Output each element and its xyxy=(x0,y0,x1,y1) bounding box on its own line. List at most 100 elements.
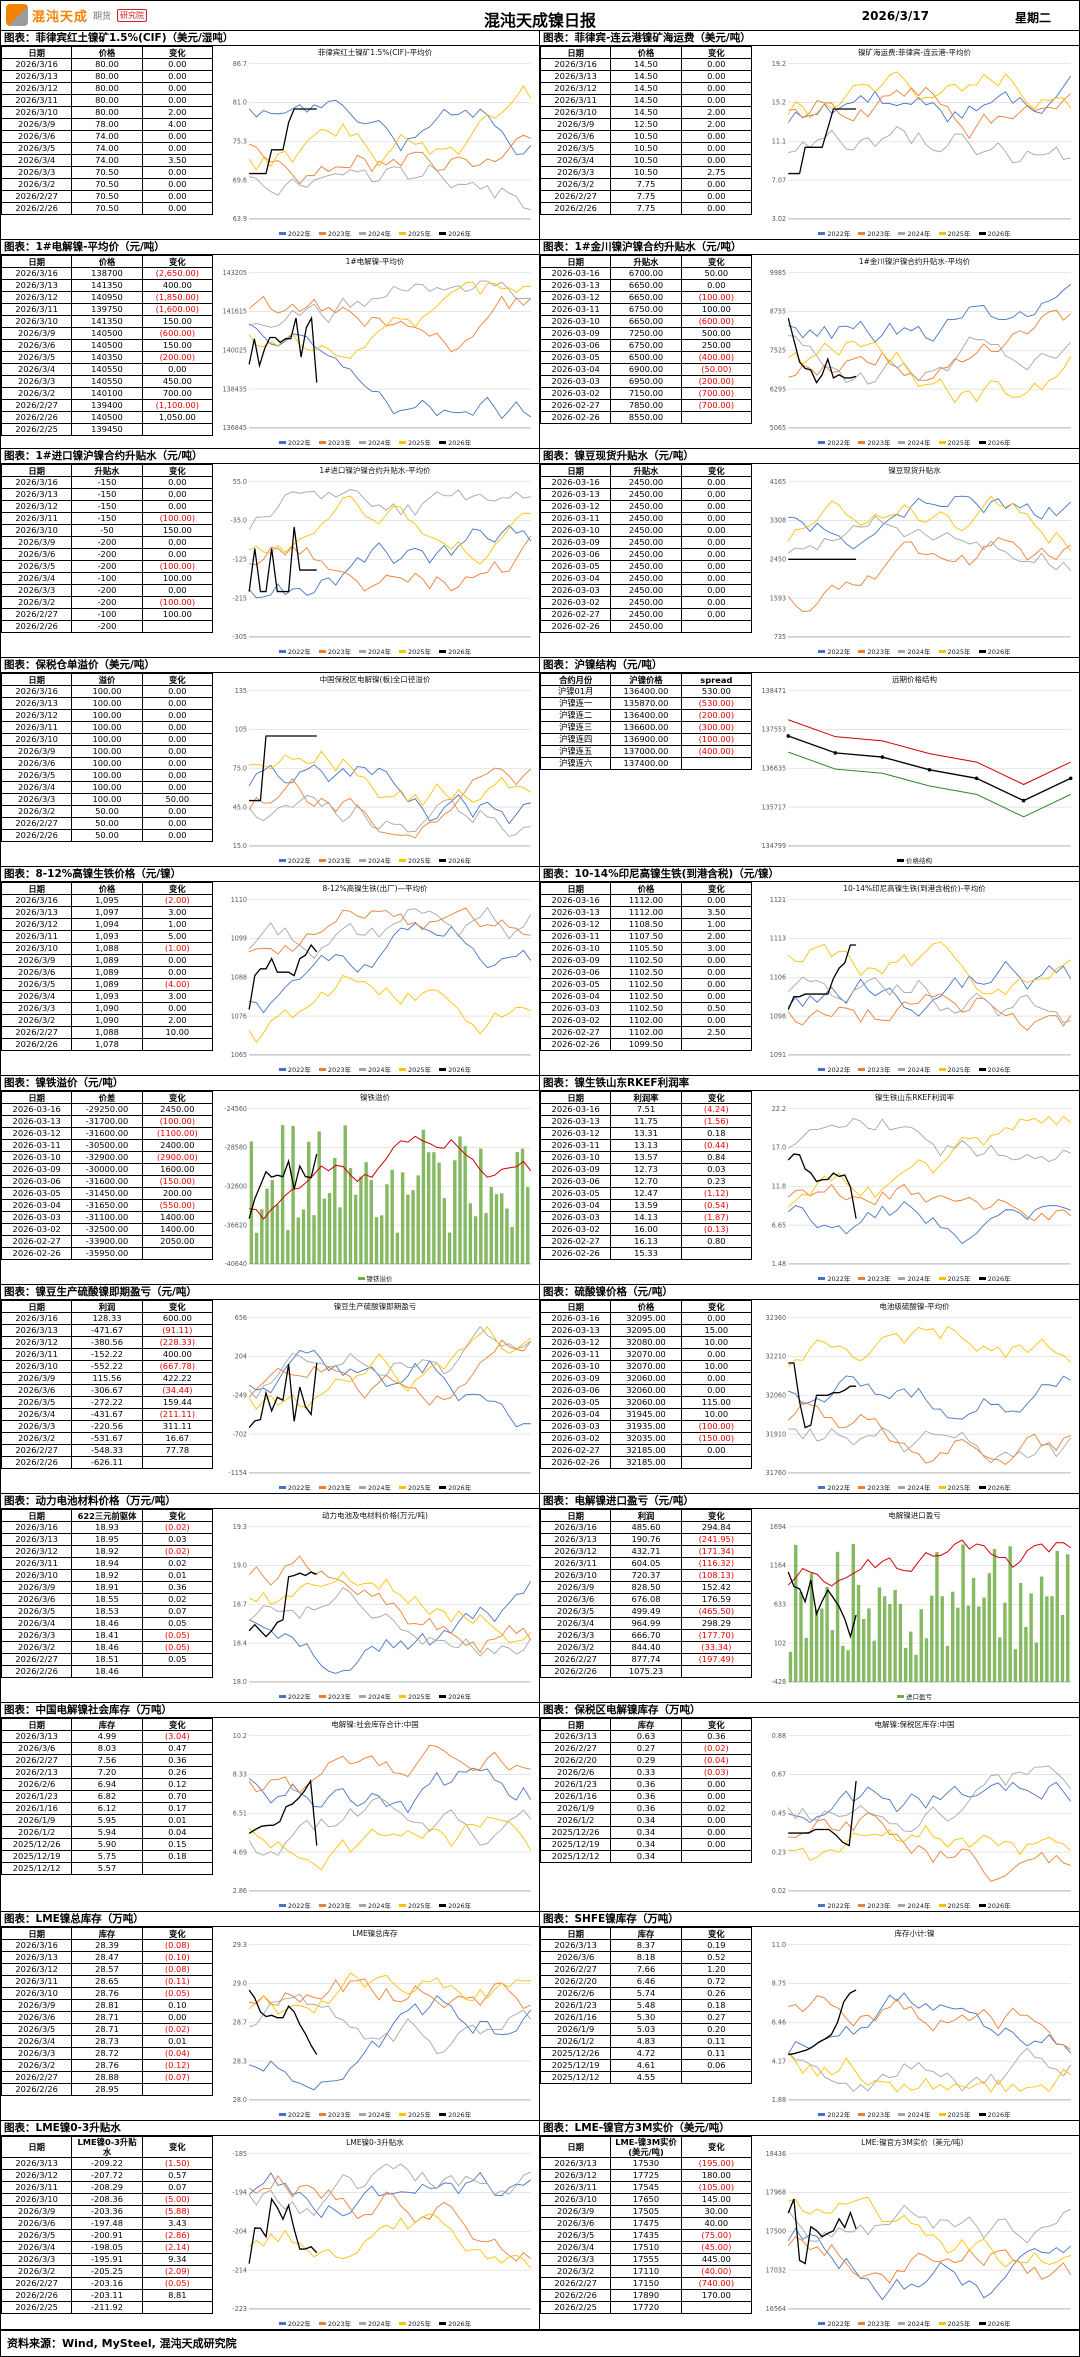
legend-label: 2024年 xyxy=(367,1484,392,1492)
panel-body: 日期 价格 变化 2026/3/16 138700 (2,650.00) 2026/3/13… xyxy=(1,255,539,448)
cell-date: 2026/3/6 xyxy=(1,2011,73,2024)
cell-date: 2026/3/12 xyxy=(1,1963,73,1976)
cell-date: 2026-02-26 xyxy=(540,1038,612,1051)
cell-change: 0.00 xyxy=(680,966,753,979)
legend-label: 2023年 xyxy=(867,2111,891,2119)
panel-sulfate_price: 图表：硫酸镍价格（元/吨） 日期 价格 变化 2026-03-16 32095.00 0.0… xyxy=(540,1285,1079,1494)
source-note: 资料来源：Wind, MySteel, 混沌天成研究院 xyxy=(1,2330,1079,2356)
cell-value: -306.67 xyxy=(71,1384,143,1397)
cell-value: -29250.00 xyxy=(71,1103,143,1116)
legend-item: 2023年 xyxy=(318,2109,351,2119)
cell-value: -626.11 xyxy=(71,1456,143,1469)
cell-change: 0.00 xyxy=(680,608,753,621)
table-row: 2026/3/11 18.94 0.02 xyxy=(1,1557,214,1570)
cell-change: 400.00 xyxy=(141,1348,214,1361)
chart-area: 菲律宾红土镍矿1.5%(CIF)-平均价 86.7 81.0 75.3 69.6 63.9… xyxy=(213,46,539,239)
table-row: 2026/3/2 18.46 (0.05) xyxy=(1,1641,214,1654)
table-row: 2026/3/3 -195.91 9.34 xyxy=(1,2253,214,2266)
cell-value: -31450.00 xyxy=(71,1187,143,1200)
header-row: 日期 LME镍0-3升贴水 变化 xyxy=(1,2136,214,2158)
chart-title: 镍铁溢价 xyxy=(360,1093,390,1102)
cell-value: 136400.00 xyxy=(610,685,682,698)
table-row: 2026/3/13 14.50 0.00 xyxy=(540,70,753,83)
cell-date: 2026/3/13 xyxy=(1,2157,73,2170)
cell-date: 2026/3/6 xyxy=(1,1593,73,1606)
legend-label: 2025年 xyxy=(947,1275,971,1283)
column-header: spread xyxy=(680,673,753,686)
column-header: 价格 xyxy=(71,882,143,895)
panel-npi_8_12: 图表：8-12%高镍生铁价格（元/镍） 日期 价格 变化 2026/3/16 1,095(… xyxy=(1,867,540,1076)
cell-value: 0.33 xyxy=(610,1766,682,1779)
legend-swatch-icon xyxy=(399,1485,407,1489)
cell-change: 422.22 xyxy=(141,1372,214,1385)
legend-swatch-icon xyxy=(399,2112,407,2116)
legend-swatch-icon xyxy=(818,1485,826,1489)
cell-value: 0.36 xyxy=(610,1790,682,1803)
chart-title: 动力电池及电材料价格(万元/吨) xyxy=(322,1511,428,1520)
cell-change: (150.00) xyxy=(680,1432,753,1445)
chart-title: 镍豆生产硫酸镍即期盈亏 xyxy=(333,1302,417,1311)
legend-label: 2026年 xyxy=(448,2111,472,2119)
legend-label: 2026年 xyxy=(448,2320,472,2328)
table-row: 2026/3/10 1,088 (1.00) xyxy=(1,942,214,955)
cell-date: 2026/3/12 xyxy=(1,291,73,304)
cell-value: -431.67 xyxy=(71,1408,143,1421)
table-row: 2026-03-12 32080.00 10.00 xyxy=(540,1336,753,1349)
svg-text:6.65: 6.65 xyxy=(772,1221,786,1229)
cell-change: 2.00 xyxy=(141,106,214,119)
cell-date: 2026/3/11 xyxy=(540,1557,612,1570)
cell-date: 2026/3/5 xyxy=(1,1605,73,1618)
cell-change: (150.00) xyxy=(141,1175,214,1188)
cell-value: -150 xyxy=(71,488,143,501)
cell-date: 2026/3/2 xyxy=(1,1641,73,1654)
column-header: 日期 xyxy=(540,255,612,268)
legend-item: 2023年 xyxy=(858,2318,890,2328)
cell-value: 844.40 xyxy=(610,1641,682,1654)
table-row: 2026/3/16 128.33 600.00 xyxy=(1,1312,214,1325)
column-header: 价格 xyxy=(71,255,143,268)
cell-value: 14.50 xyxy=(610,94,682,107)
legend-label: 2026年 xyxy=(987,2111,1011,2119)
cell-date: 沪镍连一 xyxy=(540,697,612,710)
cell-change: 3.43 xyxy=(141,2217,214,2230)
header-row: 日期 利润率 变化 xyxy=(540,1091,753,1104)
cell-date: 2026-03-16 xyxy=(540,894,612,907)
cell-value: -205.25 xyxy=(71,2265,143,2278)
table-row: 2026/3/10 14.50 2.00 xyxy=(540,106,753,119)
cell-date: 沪镍连二 xyxy=(540,709,612,722)
cell-change: 0.00 xyxy=(141,584,214,597)
svg-text:4.69: 4.69 xyxy=(233,1848,247,1856)
table-row: 2026/2/27 -548.33 77.78 xyxy=(1,1444,214,1457)
cell-date: 2026/3/13 xyxy=(1,279,73,292)
cell-change: 0.36 xyxy=(680,1730,753,1743)
panel-body: 日期 利润率 变化 2026-03-16 7.51 (4.24) 2026-03-13 11.… xyxy=(540,1091,1079,1284)
cell-value: -32900.00 xyxy=(71,1151,143,1164)
cell-date: 2026/3/12 xyxy=(540,2169,612,2182)
svg-text:6295: 6295 xyxy=(770,385,786,393)
cell-value: 1102.50 xyxy=(610,1002,682,1015)
table-row: 2026/3/5 -200 (100.00) xyxy=(1,560,214,573)
table-row: 2026-03-09 1102.50 0.00 xyxy=(540,954,753,967)
cell-date: 2026/3/9 xyxy=(1,1372,73,1385)
legend-label: 2024年 xyxy=(907,1066,931,1074)
legend-item: 2025年 xyxy=(399,437,431,447)
cell-value: 17720 xyxy=(610,2301,682,2314)
legend-label: 2023年 xyxy=(867,648,891,656)
legend-label: 2022年 xyxy=(827,439,851,447)
table-row: 2026/3/4 964.99 298.29 xyxy=(540,1617,753,1630)
cell-date: 2026-03-02 xyxy=(540,1223,612,1236)
cell-date: 2026/3/2 xyxy=(1,2265,73,2278)
table-row: 2026/3/11 17545 (105.00) xyxy=(540,2181,753,2194)
table-row: 2026/3/12 140950 (1,850.00) xyxy=(1,291,214,304)
cell-change xyxy=(680,757,753,770)
cell-change: (1.50) xyxy=(141,2157,214,2170)
column-header: 变化 xyxy=(680,1509,753,1522)
table-row: 2026-03-04 13.59 (0.54) xyxy=(540,1199,753,1212)
column-header: 溢价 xyxy=(71,673,143,686)
cell-value: 74.00 xyxy=(71,154,143,167)
panel-title: 图表：中国电解镍社会库存（万吨） xyxy=(1,1703,539,1718)
cell-date: 2026-03-06 xyxy=(540,339,612,352)
chart-legend: 2022年 2023年 2024年 2025年 2026年 xyxy=(215,646,535,656)
legend-swatch-icon xyxy=(978,440,986,444)
